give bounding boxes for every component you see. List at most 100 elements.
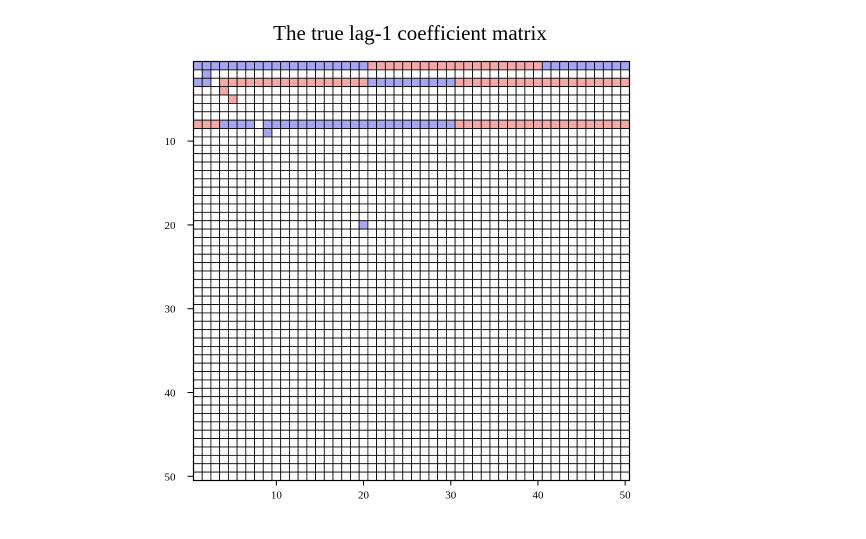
heatmap-cell [585,153,596,163]
heatmap-cell [245,278,255,289]
heatmap-cell [210,304,221,314]
heatmap-cell [306,404,316,414]
heatmap-cell [445,429,456,440]
heatmap-cell [428,220,439,230]
heatmap-cell [445,170,456,180]
heatmap-cell [376,454,386,465]
heatmap-cell [289,195,299,205]
heatmap-cell [271,170,282,180]
heatmap-cell [489,69,500,79]
heatmap-cell [350,111,360,121]
heatmap-cell [323,346,334,356]
heatmap-cell [445,61,456,71]
heatmap-cell [498,128,508,138]
heatmap-cell [568,253,578,264]
heatmap-cell [445,203,456,213]
heatmap-cell [358,454,369,465]
heatmap-cell [236,128,247,138]
heatmap-cell [358,262,369,272]
heatmap-cell [550,153,561,163]
heatmap-cell [332,337,343,347]
heatmap-cell [254,186,264,196]
heatmap-cell [411,387,421,398]
heatmap-cell [541,438,552,448]
heatmap-cell [437,61,447,71]
heatmap-cell [507,404,517,414]
heatmap-cell [480,396,491,406]
heatmap-cell [358,144,369,155]
heatmap-cell [210,228,221,238]
heatmap-cell [193,178,203,188]
heatmap-cell [341,228,351,238]
heatmap-cell [611,304,622,314]
heatmap-cell [472,362,482,372]
heatmap-cell [219,170,229,180]
heatmap-cell [193,103,203,113]
heatmap-cell [315,304,325,314]
heatmap-cell [472,94,482,104]
heatmap-cell [620,94,630,104]
heatmap-cell [332,170,343,180]
heatmap-cell [507,111,517,121]
heatmap-cell [271,186,282,196]
heatmap-cell [524,203,534,213]
heatmap-cell [280,362,290,372]
heatmap-cell [498,337,508,347]
heatmap-cell [472,262,482,272]
heatmap-cell [367,119,378,129]
heatmap-cell [620,253,630,264]
heatmap-cell [193,262,203,272]
heatmap-cell [585,287,596,297]
heatmap-cell [463,77,473,88]
heatmap-cell [524,119,534,129]
heatmap-cell [445,446,456,456]
heatmap-cell [332,237,343,247]
heatmap-cell [350,262,360,272]
heatmap-cell [568,329,578,339]
heatmap-cell [201,103,212,113]
heatmap-cell [515,170,526,180]
heatmap-cell [201,429,212,440]
heatmap-cell [533,170,543,180]
heatmap-cell [271,362,282,372]
heatmap-cell [384,312,395,322]
heatmap-cell [262,262,273,272]
heatmap-cell [515,211,526,222]
heatmap-cell [550,228,561,238]
heatmap-cell [332,454,343,465]
heatmap-cell [367,211,378,222]
heatmap-cell [454,320,465,331]
heatmap-cell [201,195,212,205]
heatmap-cell [358,77,369,88]
heatmap-cell [219,270,229,280]
heatmap-cell [463,463,473,473]
heatmap-cell [227,136,238,146]
heatmap-cell [472,61,482,71]
heatmap-cell [611,262,622,272]
heatmap-cell [498,304,508,314]
heatmap-cell [568,312,578,322]
heatmap-cell [437,438,447,448]
heatmap-cell [297,329,308,339]
heatmap-cell [402,103,412,113]
heatmap-cell [271,237,282,247]
heatmap-cell [245,144,255,155]
heatmap-cell [323,203,334,213]
heatmap-cell [472,387,482,398]
heatmap-cell [498,362,508,372]
heatmap-cell [445,153,456,163]
heatmap-cell [306,270,316,280]
heatmap-cell [358,387,369,398]
heatmap-cell [419,195,430,205]
heatmap-cell [437,220,447,230]
heatmap-cell [297,295,308,305]
heatmap-cell [306,471,316,481]
heatmap-cell [227,278,238,289]
heatmap-cell [306,245,316,255]
heatmap-cell [507,371,517,381]
heatmap-cell [376,346,386,356]
heatmap-cell [393,220,404,230]
heatmap-cell [602,262,613,272]
heatmap-cell [297,94,308,104]
heatmap-cell [507,69,517,79]
